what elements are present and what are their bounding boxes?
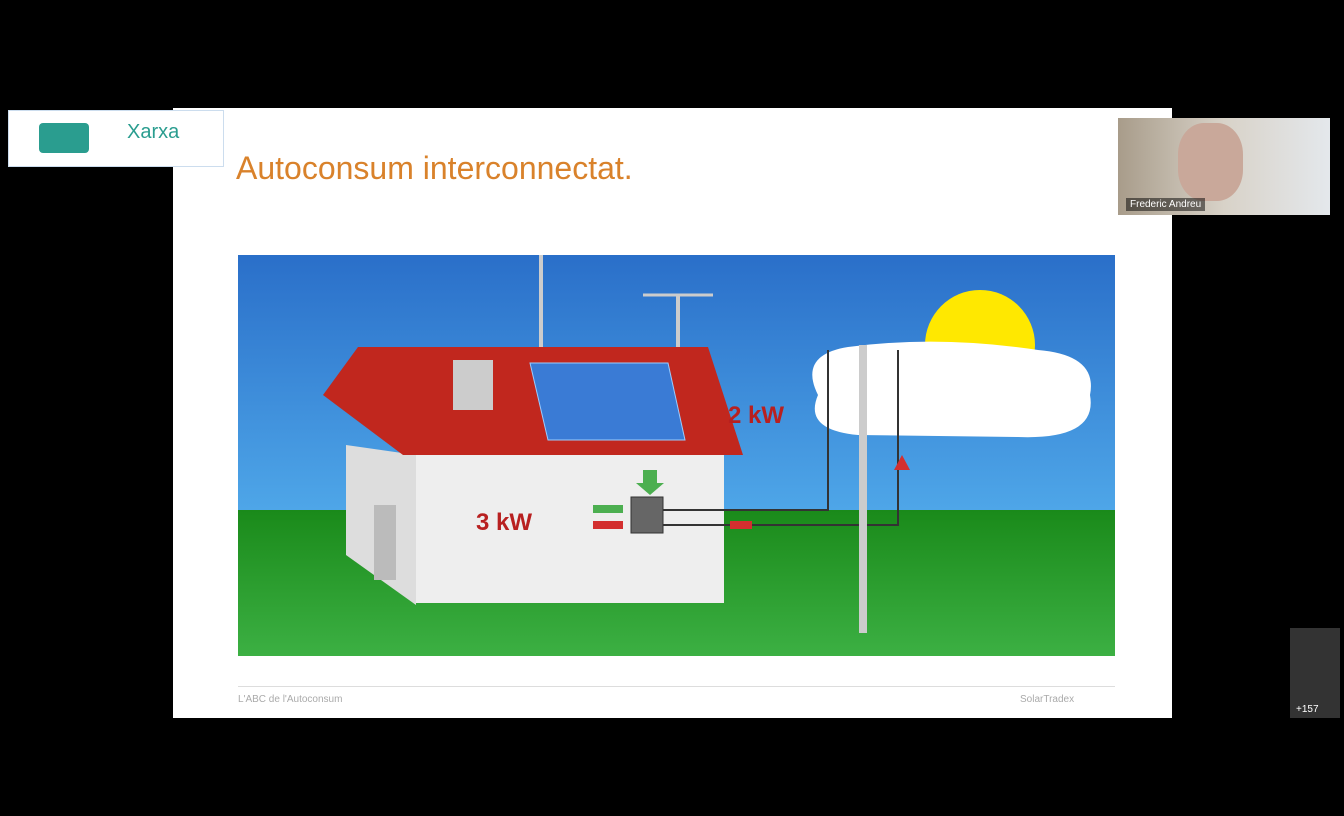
arrow-red (593, 521, 623, 529)
arrow-green (593, 505, 623, 513)
meter (630, 496, 664, 534)
logo-icon (39, 123, 89, 153)
slide-title: Autoconsum interconnectat. (236, 150, 633, 186)
wire (663, 350, 829, 511)
participant-video[interactable]: Frederic Andreu (1118, 118, 1330, 215)
participant-name: Frederic Andreu (1126, 198, 1206, 211)
logo-text: Xarxa (127, 121, 180, 143)
arrow-down (636, 470, 664, 495)
solar-panel (529, 362, 686, 441)
illustration: 3 kW 2 kW (238, 255, 1115, 656)
cloud (812, 341, 1091, 438)
arrow-up (894, 455, 910, 470)
footer-line (238, 686, 1115, 687)
logo-box: Xarxa (8, 110, 224, 167)
power-label: 3 kW (476, 509, 532, 536)
house-front (416, 455, 724, 603)
more-count: +157 (1296, 704, 1319, 715)
footer-left: L'ABC de l'Autoconsum (238, 694, 343, 705)
footer-right: SolarTradex (1020, 694, 1075, 705)
more-tile[interactable]: +157 (1290, 628, 1340, 718)
chimney (453, 360, 493, 410)
participant-face (1178, 123, 1243, 201)
arrow-red (730, 521, 752, 529)
power-label: 2 kW (728, 402, 784, 429)
door (374, 505, 396, 580)
